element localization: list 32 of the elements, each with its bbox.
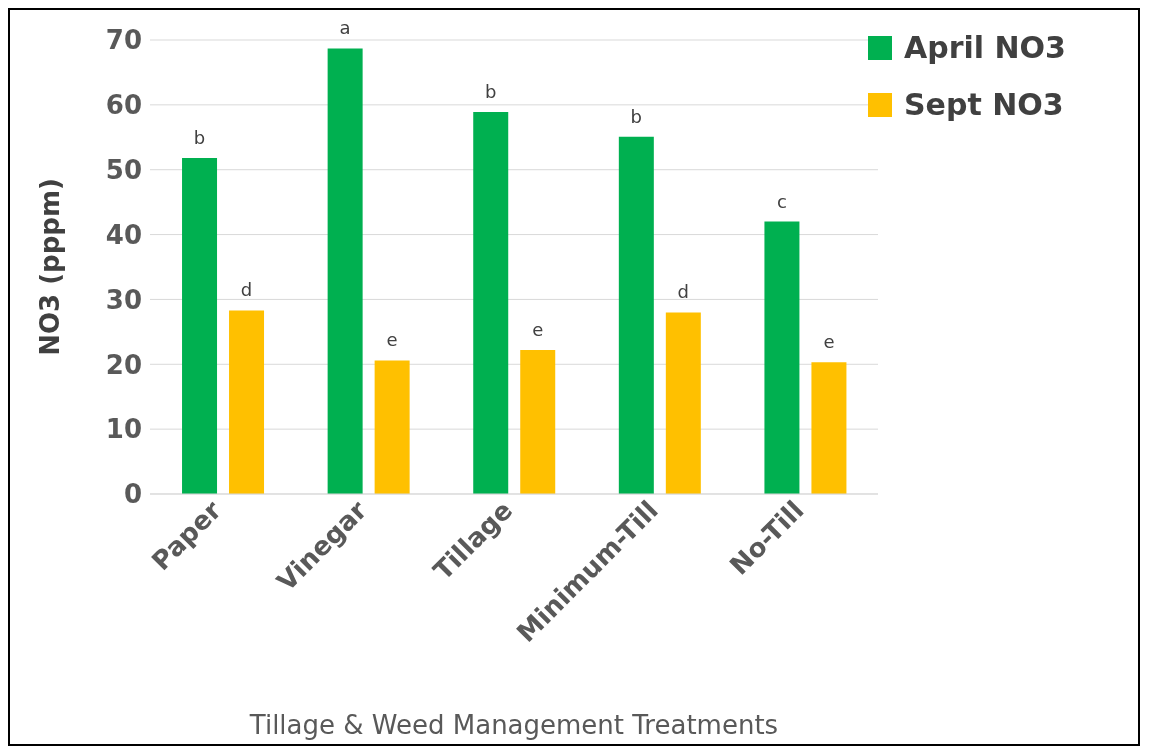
y-tick-label: 70 bbox=[105, 25, 142, 56]
bar bbox=[374, 360, 410, 494]
bar bbox=[473, 111, 509, 494]
annotation: e bbox=[532, 319, 544, 341]
annotation: e bbox=[823, 331, 835, 353]
annotation: b bbox=[485, 80, 497, 102]
y-axis-title: NO3 (pppm) bbox=[35, 178, 66, 356]
x-axis-title: Tillage & Weed Management Treatments bbox=[248, 710, 779, 740]
annotation: b bbox=[193, 127, 206, 149]
bar bbox=[182, 158, 218, 494]
y-tick-label: 50 bbox=[105, 154, 142, 185]
y-tick-label: 40 bbox=[105, 219, 142, 250]
y-tick-label: 10 bbox=[105, 414, 142, 445]
bar bbox=[229, 310, 265, 494]
y-tick-label: 0 bbox=[123, 479, 142, 510]
bar bbox=[764, 221, 800, 494]
bar bbox=[811, 362, 847, 494]
annotation: d bbox=[677, 281, 690, 303]
bar bbox=[327, 48, 363, 494]
legend-label: Sept NO3 bbox=[904, 87, 1064, 122]
bar bbox=[520, 350, 556, 494]
annotation: d bbox=[240, 279, 253, 301]
annotation: b bbox=[630, 105, 643, 127]
annotation: a bbox=[339, 17, 351, 39]
y-tick-label: 30 bbox=[105, 284, 142, 315]
bar bbox=[618, 136, 654, 494]
legend-label: April NO3 bbox=[904, 30, 1066, 65]
annotation: e bbox=[386, 329, 398, 351]
y-tick-label: 20 bbox=[105, 349, 142, 380]
annotation: c bbox=[776, 190, 787, 212]
bar bbox=[665, 312, 701, 494]
y-tick-label: 60 bbox=[105, 90, 142, 121]
